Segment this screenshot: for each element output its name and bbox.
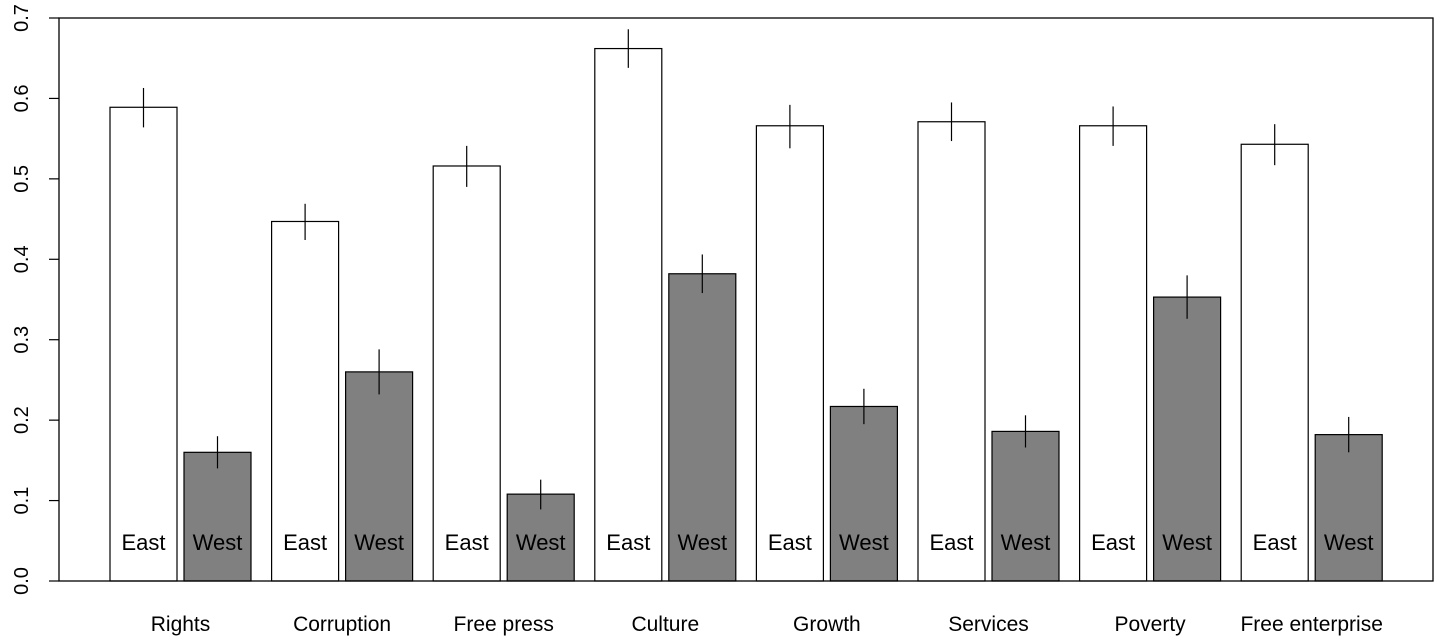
bar-east xyxy=(432,165,501,582)
bar-east xyxy=(1240,143,1309,582)
y-tick-label: 0.2 xyxy=(11,406,33,434)
bar-series-label: West xyxy=(677,530,727,555)
bar-east xyxy=(1078,125,1148,582)
bar-series-label: East xyxy=(283,530,327,555)
y-tick-label: 0.6 xyxy=(11,85,33,113)
bars-layer xyxy=(109,47,1383,582)
bar-series-label: West xyxy=(354,530,404,555)
error-bars-layer xyxy=(142,29,1350,510)
bar-east xyxy=(755,125,825,582)
bar-series-label: East xyxy=(768,530,812,555)
plot-frame xyxy=(58,17,1434,582)
category-label: Free enterprise xyxy=(1240,613,1382,636)
category-label: Growth xyxy=(793,613,861,636)
category-label: Poverty xyxy=(1114,613,1186,636)
bar-series-label: West xyxy=(516,530,566,555)
bar-west xyxy=(1152,296,1222,582)
bar-series-label: East xyxy=(1091,530,1135,555)
bar-east xyxy=(594,47,663,582)
category-label: Rights xyxy=(151,613,211,636)
bar-series-label: West xyxy=(1162,530,1212,555)
y-tick-label: 0.5 xyxy=(11,165,33,193)
category-label: Services xyxy=(948,613,1029,636)
y-tick-label: 0.3 xyxy=(11,326,33,354)
bar-series-label: West xyxy=(193,530,243,555)
category-label: Free press xyxy=(454,613,554,636)
y-tick-label: 0.7 xyxy=(11,4,33,32)
bar-series-label: West xyxy=(839,530,889,555)
bar-west xyxy=(991,430,1060,582)
x-axis-categories: Rights Corruption Free press Culture Growth S… xyxy=(151,613,1383,636)
bar-series-label: East xyxy=(445,530,489,555)
bar-series-label: East xyxy=(929,530,973,555)
category-label: Corruption xyxy=(293,613,391,636)
bar-series-label: East xyxy=(1253,530,1297,555)
bar-east xyxy=(917,121,986,582)
bar-series-label: West xyxy=(1001,530,1051,555)
bar-west xyxy=(345,371,414,582)
category-label: Culture xyxy=(631,613,699,636)
y-tick-label: 0.1 xyxy=(11,487,33,515)
bar-series-label: West xyxy=(1324,530,1374,555)
bar-west xyxy=(829,405,899,582)
bar-series-label: East xyxy=(121,530,165,555)
y-tick-label: 0.4 xyxy=(11,245,33,273)
bar-labels-layer: East West East West East West East West East West… xyxy=(121,530,1373,555)
bar-west xyxy=(1314,434,1383,582)
bar-series-label: East xyxy=(606,530,650,555)
bar-east xyxy=(271,220,340,582)
bar-west xyxy=(183,451,252,582)
bar-east xyxy=(109,106,178,582)
y-tick-label: 0.0 xyxy=(11,567,33,595)
y-axis: 0.0 0.1 0.2 0.3 0.4 0.5 0.6 0.7 xyxy=(11,4,59,595)
